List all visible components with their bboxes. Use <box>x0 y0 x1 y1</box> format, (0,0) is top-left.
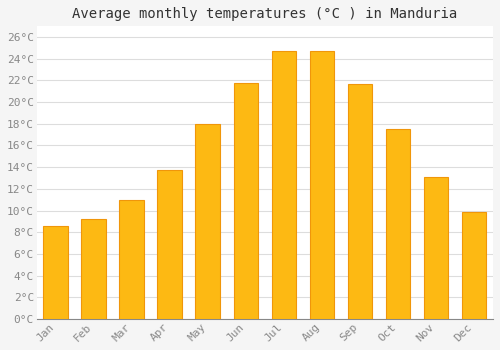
Bar <box>196 124 220 319</box>
Bar <box>424 177 448 319</box>
Bar <box>348 84 372 319</box>
Bar <box>44 226 68 319</box>
Bar <box>120 200 144 319</box>
Bar <box>272 51 296 319</box>
Title: Average monthly temperatures (°C ) in Manduria: Average monthly temperatures (°C ) in Ma… <box>72 7 458 21</box>
Bar <box>386 129 410 319</box>
Bar <box>158 170 182 319</box>
Bar <box>82 219 106 319</box>
Bar <box>462 212 486 319</box>
Bar <box>310 51 334 319</box>
Bar <box>234 83 258 319</box>
